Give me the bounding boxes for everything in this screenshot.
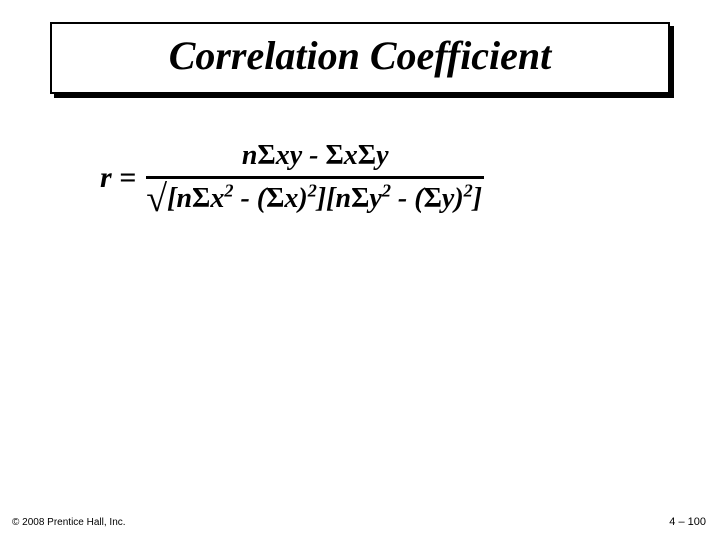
num-y: y xyxy=(376,140,388,171)
sigma-icon: Σ xyxy=(424,183,442,214)
num-minus: - xyxy=(302,140,325,171)
sigma-icon: Σ xyxy=(266,183,284,214)
den-n1: n xyxy=(176,183,192,214)
copyright-text: © 2008 Prentice Hall, Inc. xyxy=(12,517,126,528)
den-sq3: 2 xyxy=(382,181,391,201)
slide: Correlation Coefficient r = nΣxy - ΣxΣy … xyxy=(0,0,720,540)
radical-icon: √ xyxy=(146,183,167,217)
sigma-icon: Σ xyxy=(358,140,376,171)
page-number: 4 – 100 xyxy=(669,516,706,528)
num-n: n xyxy=(242,140,258,171)
num-x: x xyxy=(344,140,358,171)
square-root: √ [nΣx2 - (Σx)2][nΣy2 - (Σy)2] xyxy=(146,181,484,215)
title-box: Correlation Coefficient xyxy=(50,22,670,94)
formula-denominator: √ [nΣx2 - (Σx)2][nΣy2 - (Σy)2] xyxy=(146,179,484,215)
sigma-icon: Σ xyxy=(192,183,210,214)
den-sq4: 2 xyxy=(464,181,473,201)
den-mid: ][ xyxy=(317,183,336,214)
num-xy: xy xyxy=(276,140,302,171)
den-minus2: - ( xyxy=(391,183,424,214)
den-close-sq1: ) xyxy=(298,183,307,214)
den-x2: x xyxy=(284,183,298,214)
formula-numerator: nΣxy - ΣxΣy xyxy=(146,140,484,176)
den-sq2: 2 xyxy=(308,181,317,201)
den-x1: x xyxy=(210,183,224,214)
slide-title: Correlation Coefficient xyxy=(52,34,668,78)
den-close-sq2: ) xyxy=(454,183,463,214)
sigma-icon: Σ xyxy=(257,140,275,171)
den-minus1: - ( xyxy=(233,183,266,214)
den-y2: y xyxy=(442,183,454,214)
den-close2: ] xyxy=(473,183,482,214)
radicand: [nΣx2 - (Σx)2][nΣy2 - (Σy)2] xyxy=(165,181,484,214)
sigma-icon: Σ xyxy=(351,183,369,214)
den-n2: n xyxy=(336,183,352,214)
correlation-formula: r = nΣxy - ΣxΣy √ [nΣx2 - (Σx)2][nΣy2 - … xyxy=(100,140,640,215)
den-y1: y xyxy=(369,183,381,214)
sigma-icon: Σ xyxy=(325,140,343,171)
formula-row: r = nΣxy - ΣxΣy √ [nΣx2 - (Σx)2][nΣy2 - … xyxy=(100,140,640,215)
formula-lhs: r = xyxy=(100,161,136,195)
radicand-wrap: [nΣx2 - (Σx)2][nΣy2 - (Σy)2] xyxy=(165,181,484,215)
formula-fraction: nΣxy - ΣxΣy √ [nΣx2 - (Σx)2][nΣy2 - (Σy)… xyxy=(146,140,484,215)
